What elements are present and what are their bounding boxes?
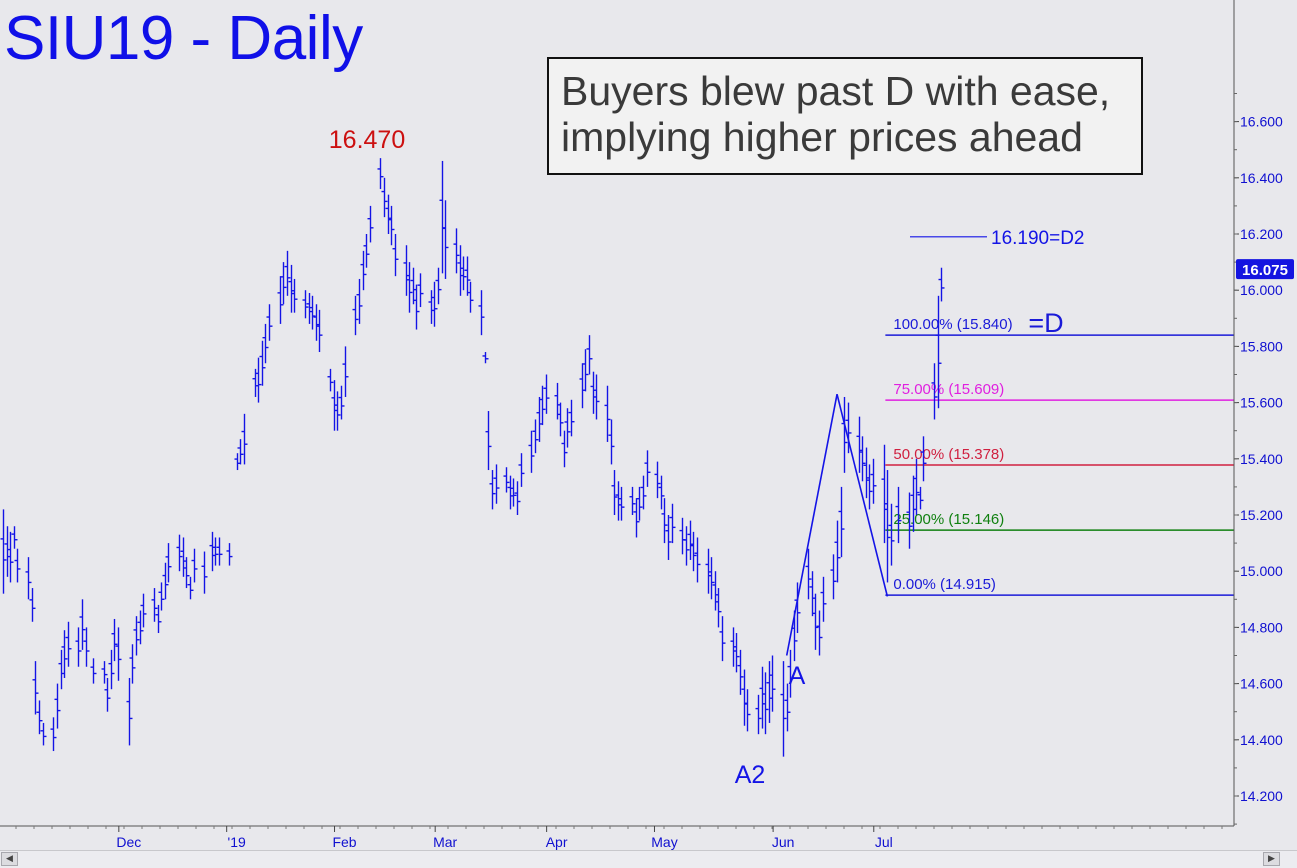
y-tick-label: 14.800	[1240, 619, 1283, 635]
price-axis: 16.600 16.400 16.200 16.000 15.800 15.600 15.4…	[0, 0, 1294, 850]
pattern-lines	[785, 393, 889, 656]
fib-label: 75.00% (15.609)	[893, 381, 1004, 398]
y-tick-label: 15.200	[1240, 507, 1283, 523]
comment-line-2: implying higher prices ahead	[561, 114, 1083, 160]
y-tick-label: 16.000	[1240, 282, 1283, 298]
fib-label: 100.00% (15.840)	[893, 316, 1012, 333]
x-tick-label: Jul	[875, 834, 893, 850]
horizontal-scrollbar[interactable]: ◀ ▶	[0, 850, 1297, 868]
last-price-badge	[1236, 259, 1294, 280]
last-price-label: 16.075	[1242, 262, 1288, 279]
y-tick-label: 16.200	[1240, 226, 1283, 242]
x-tick-label: Apr	[546, 834, 568, 850]
a-label: A	[789, 662, 806, 690]
x-tick-label: Mar	[433, 834, 457, 850]
y-tick-label: 16.600	[1240, 114, 1283, 130]
fib-levels: 100.00% (15.840) 75.00% (15.609) 50.00% (1…	[885, 316, 1234, 596]
d-marker-label: =D	[1028, 308, 1063, 338]
fib-label: 25.00% (15.146)	[893, 511, 1004, 528]
y-tick-label: 14.200	[1240, 788, 1283, 804]
x-tick-label: '19	[228, 834, 246, 850]
y-tick-label: 15.400	[1240, 451, 1283, 467]
x-tick-label: Feb	[332, 834, 356, 850]
x-tick-label: May	[651, 834, 677, 850]
scroll-right-icon[interactable]: ▶	[1263, 852, 1280, 866]
chart-title: SIU19 - Daily	[4, 4, 363, 73]
fib-label: 50.00% (15.378)	[893, 446, 1004, 463]
chart-annotations: =D 16.190=D2 16.470 A2 A	[329, 126, 1085, 789]
pattern-line	[836, 393, 889, 597]
fib-label: 0.00% (14.915)	[893, 576, 996, 593]
peak-label: 16.470	[329, 126, 405, 154]
y-tick-label: 16.400	[1240, 170, 1283, 186]
comment-line-1: Buyers blew past D with ease,	[561, 68, 1111, 114]
target-label: 16.190=D2	[991, 228, 1085, 249]
y-tick-label: 15.800	[1240, 338, 1283, 354]
y-tick-label: 15.000	[1240, 563, 1283, 579]
x-tick-label: Jun	[772, 834, 795, 850]
y-tick-label: 14.400	[1240, 732, 1283, 748]
x-tick-label: Dec	[116, 834, 141, 850]
scroll-left-icon[interactable]: ◀	[1, 852, 18, 866]
comment-box: Buyers blew past D with ease, implying h…	[547, 57, 1143, 175]
a2-label: A2	[735, 761, 766, 789]
pattern-line	[785, 394, 838, 656]
y-tick-label: 15.600	[1240, 395, 1283, 411]
y-tick-label: 14.600	[1240, 676, 1283, 692]
ohlc-bars	[0, 158, 945, 757]
